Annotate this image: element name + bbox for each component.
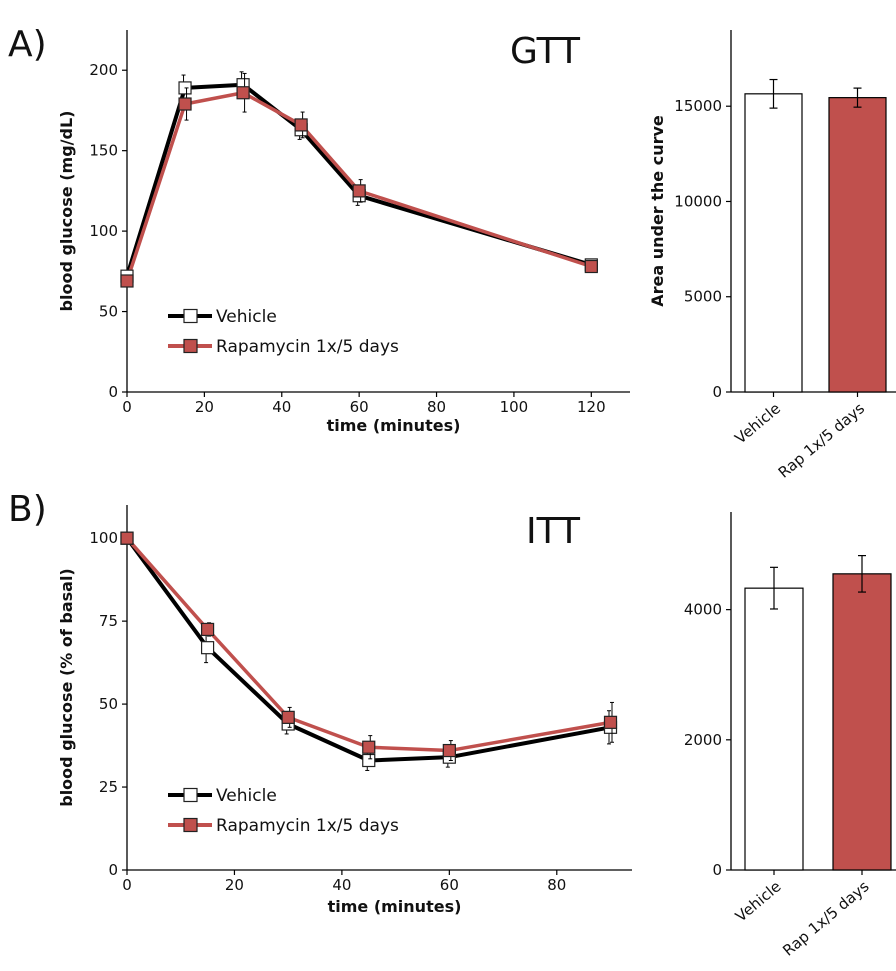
chart0-y-tick-label: 50 [99, 303, 118, 321]
chart2-point-vehicle [200, 641, 215, 655]
chart2-y-tick-label: 0 [108, 861, 118, 879]
chart0-legend-marker [183, 308, 198, 324]
chart0-point-rapamycin [178, 97, 192, 111]
chart0-y-tick-label: 100 [89, 222, 118, 240]
chart2-x-tick-label: 80 [547, 876, 566, 894]
chart1-y-tick-label: 10000 [674, 192, 722, 210]
chart3-category-label: Vehicle [732, 877, 785, 925]
chart0-point-rapamycin [120, 274, 134, 288]
chart2-legend-label: Rapamycin 1x/5 days [216, 816, 399, 836]
chart2-y-axis-title: blood glucose (% of basal) [57, 568, 76, 807]
chart3-bar-rapamycin [832, 573, 892, 871]
chart0-x-tick-label: 120 [577, 398, 606, 416]
chart2-y-tick-label: 50 [99, 695, 118, 713]
chart0-point-rapamycin [584, 259, 598, 274]
chart2-point-vehicle [362, 753, 376, 768]
chart0-legend-label: Vehicle [216, 307, 277, 327]
chart1-y-tick-label: 0 [712, 383, 722, 401]
chart0-x-tick-label: 0 [122, 398, 132, 416]
chart0-series-line [125, 82, 592, 277]
chart2-point-rapamycin [362, 740, 376, 754]
chart2-x-tick-label: 0 [122, 876, 132, 894]
chart3-category-label: Rap 1x/5 days [779, 877, 872, 960]
chart2-point-rapamycin [120, 531, 134, 545]
chart2-point-rapamycin [442, 743, 456, 758]
chart2-x-axis-title: time (minutes) [328, 897, 462, 916]
chart2-y-tick-label: 25 [99, 778, 118, 796]
chart2-series-line [125, 536, 611, 763]
chart0-y-axis-title: blood glucose (mg/dL) [57, 111, 76, 312]
chart0-y-tick-label: 200 [89, 61, 118, 79]
chart1-category-label: Rap 1x/5 days [775, 399, 868, 482]
chart2-x-tick-label: 40 [332, 876, 351, 894]
chart2-point-rapamycin [281, 710, 295, 724]
chart2-series-line [125, 537, 611, 753]
chart2-x-tick-label: 60 [440, 876, 459, 894]
chart2-legend-marker [183, 787, 198, 803]
chart0-x-axis-title: time (minutes) [327, 416, 461, 435]
chart1-category-label: Vehicle [731, 399, 784, 447]
chart0-legend-label: Rapamycin 1x/5 days [216, 337, 399, 357]
chart2-legend-marker [183, 817, 198, 833]
chart2-y-tick-label: 75 [99, 612, 118, 630]
chart2-point-rapamycin [603, 715, 618, 729]
chart2-y-tick-label: 100 [89, 529, 118, 547]
chart3-y-tick-label: 4000 [684, 601, 722, 619]
chart0-x-tick-label: 20 [195, 398, 214, 416]
chart3-bar-vehicle [744, 587, 804, 871]
chart1-y-tick-label: 15000 [674, 97, 722, 115]
chart0-point-rapamycin [352, 184, 366, 198]
chart0-x-tick-label: 100 [500, 398, 529, 416]
chart2-x-tick-label: 20 [225, 876, 244, 894]
chart2-title: ITT [526, 511, 581, 552]
panel-label-a: A) [8, 24, 47, 65]
chart1-bar-vehicle [744, 93, 803, 393]
chart1-y-axis-title: Area under the curve [648, 115, 667, 307]
chart0-title: GTT [510, 31, 581, 72]
panel-label-b: B) [8, 489, 47, 530]
chart3-y-tick-label: 0 [712, 861, 722, 879]
chart0-x-tick-label: 80 [427, 398, 446, 416]
chart0-point-rapamycin [236, 86, 250, 100]
chart2-legend-label: Vehicle [216, 786, 277, 806]
chart1-bar-rapamycin [828, 97, 887, 393]
chart0-x-tick-label: 40 [272, 398, 291, 416]
chart0-legend-marker [183, 338, 198, 354]
chart0-x-tick-label: 60 [350, 398, 369, 416]
chart0-series-line [125, 90, 592, 282]
chart3-y-tick-label: 2000 [684, 731, 722, 749]
chart0-y-tick-label: 150 [89, 142, 118, 160]
chart0-point-rapamycin [294, 118, 308, 132]
chart1-y-tick-label: 5000 [684, 288, 722, 306]
chart0-y-tick-label: 0 [108, 383, 118, 401]
chart2-point-rapamycin [200, 622, 215, 637]
